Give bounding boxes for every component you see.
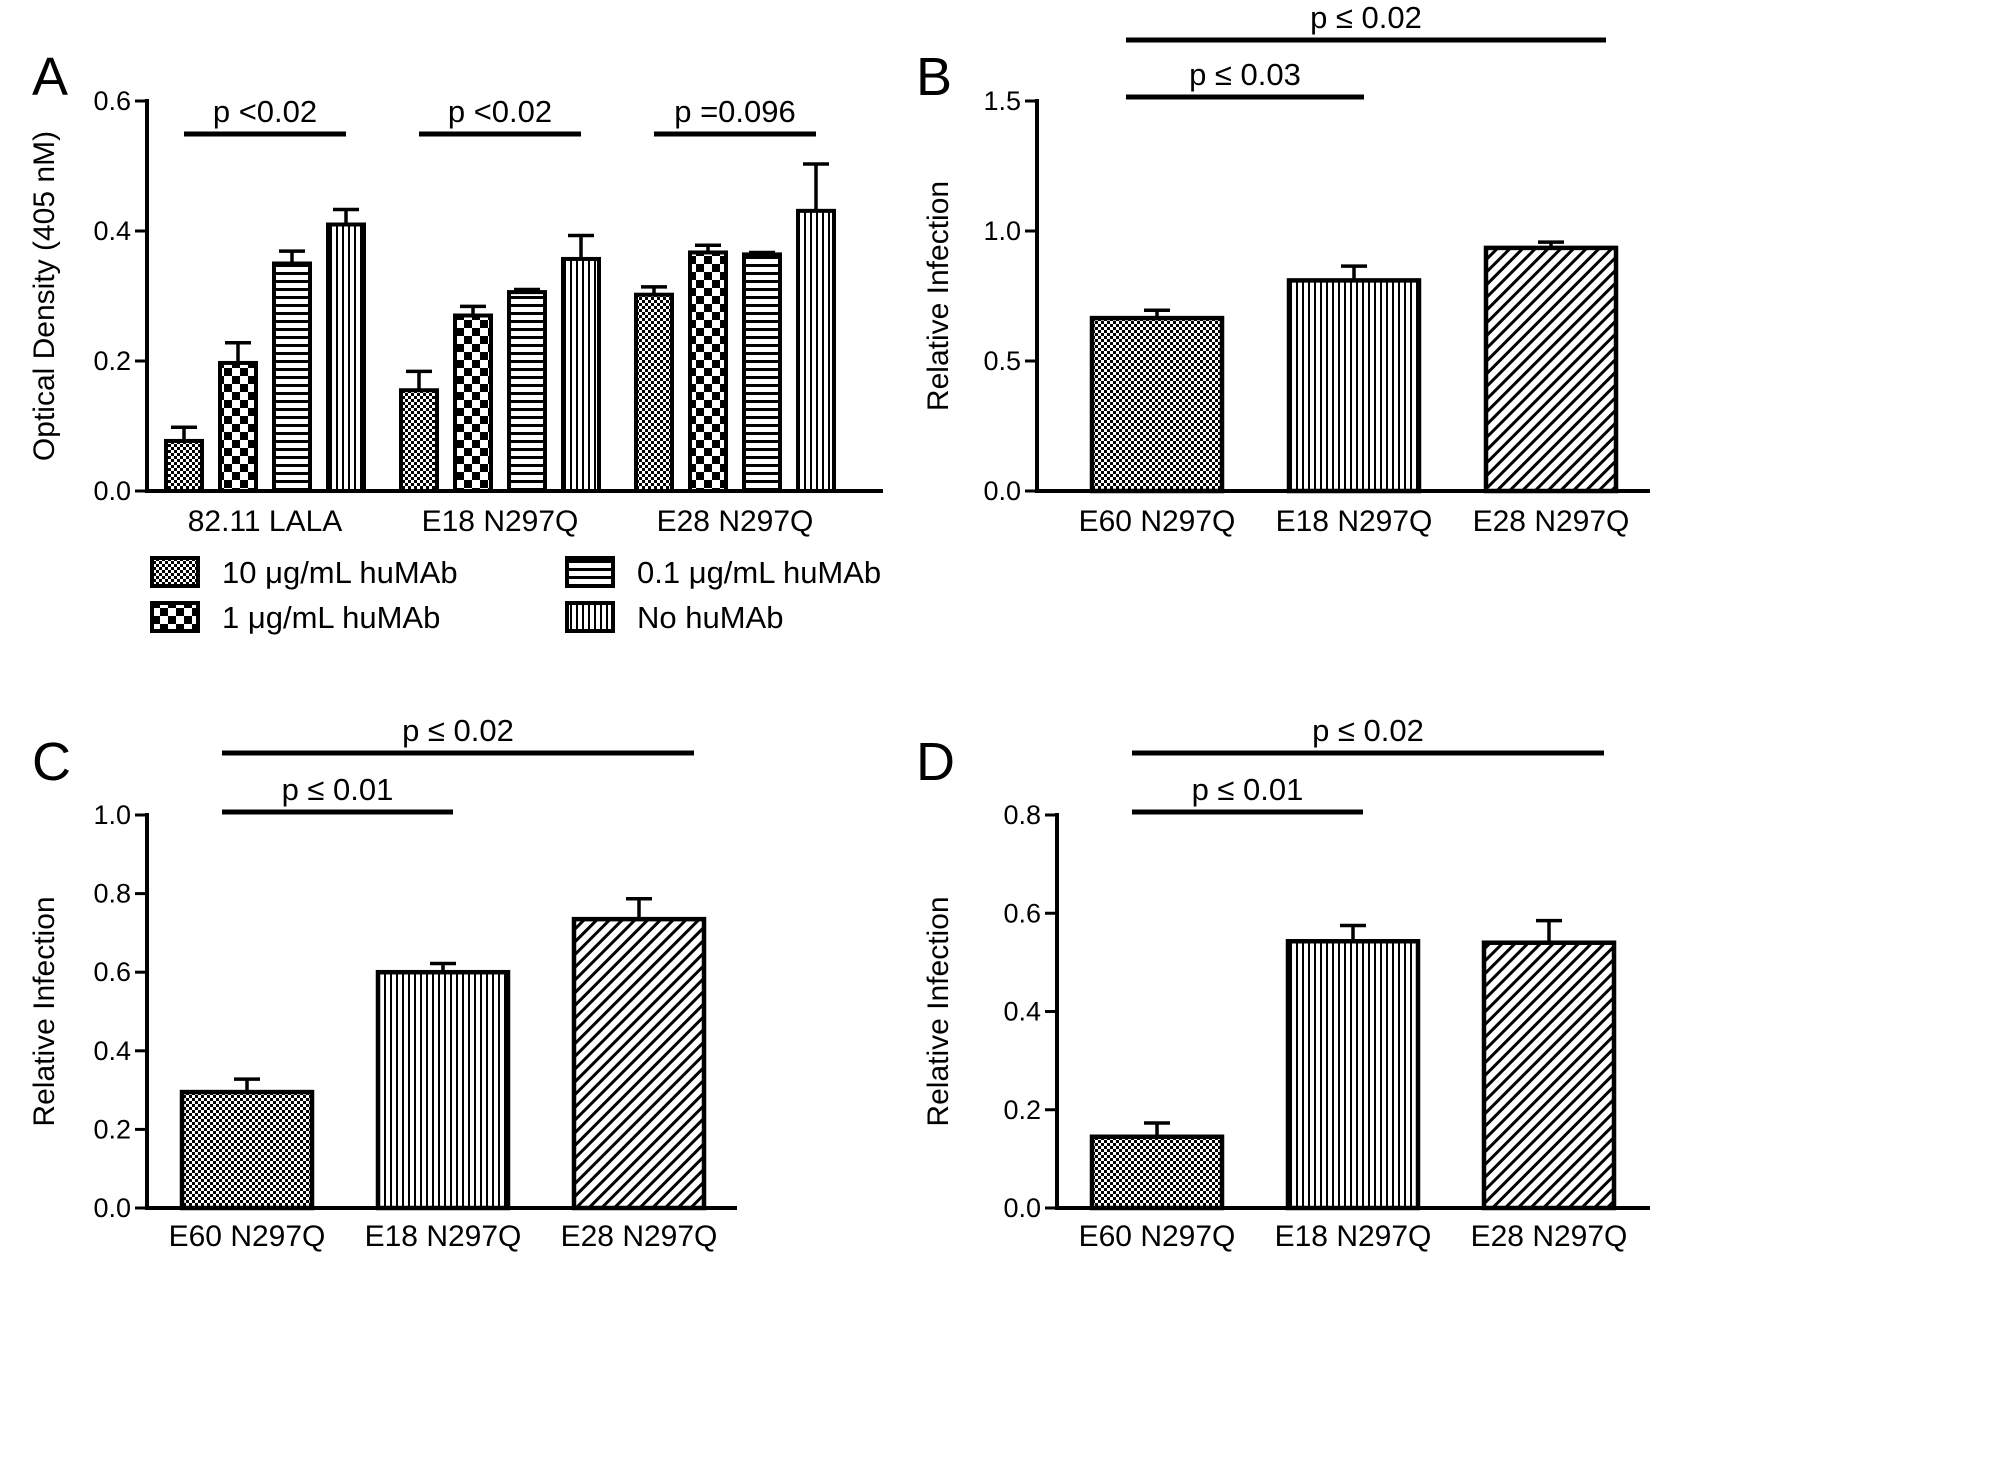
y-tick-label: 0.4 [93,1036,131,1066]
y-axis-title: Relative Infection [922,181,955,411]
y-axis-title: Relative Infection [28,896,61,1126]
y-tick-label: 0.0 [93,476,131,506]
legend-swatch [150,601,200,633]
bar [218,360,258,494]
significance-label: p ≤ 0.01 [1192,772,1304,807]
x-category-label: E18 N297Q [365,1220,522,1253]
bar [375,969,511,1211]
x-category-label: E28 N297Q [561,1220,718,1253]
significance-label: p =0.096 [674,94,796,129]
legend-label: 0.1 μg/mL huMAb [637,555,881,590]
bar [796,208,836,493]
significance-label: p ≤ 0.02 [402,713,514,748]
bar [453,313,493,493]
x-category-label: E18 N297Q [422,505,579,538]
bar [399,388,439,493]
bar [742,252,782,493]
panel-letter-c: C [32,732,71,792]
legend-label: 1 μg/mL huMAb [222,600,440,635]
y-tick-label: 0.2 [93,1114,131,1144]
significance-label: p <0.02 [213,94,317,129]
bar [1286,278,1422,494]
x-category-label: E60 N297Q [169,1220,326,1253]
legend: 10 μg/mL huMAb 1 μg/mL huMAb 0.1 μg/mL huM… [150,555,881,635]
chart-panel-b: 0.0 0.5 1.0 1.5 Relative Infection E60 N297Q E… [922,0,1650,538]
y-tick-label: 1.0 [93,800,131,830]
significance-label: p ≤ 0.02 [1312,713,1424,748]
y-tick-label: 0.6 [93,86,131,116]
x-category-label: E18 N297Q [1275,1220,1432,1253]
y-tick-label: 0.8 [1003,800,1041,830]
y-tick-label: 0.2 [1003,1095,1041,1125]
x-category-label: 82.11 LALA [188,505,343,538]
bar [634,292,674,494]
chart-panel-d: 0.0 0.2 0.4 0.6 0.8 Relative Infection E60 N29… [922,713,1650,1253]
y-tick-label: 0.2 [93,346,131,376]
bar [164,438,204,494]
x-category-label: E28 N297Q [657,505,814,538]
y-axis-title: Optical Density (405 nM) [28,131,61,461]
y-tick-label: 0.5 [983,346,1021,376]
legend-swatch [565,601,615,633]
y-tick-label: 0.6 [93,957,131,987]
chart-panel-a: 0.0 0.2 0.4 0.6 Optical Density (405 nM) 82.1… [28,86,883,538]
x-category-label: E60 N297Q [1079,1220,1236,1253]
bar [272,261,312,493]
legend-label: 10 μg/mL huMAb [222,555,458,590]
significance-label: p ≤ 0.02 [1310,0,1422,35]
bar [571,916,707,1211]
bar [561,256,601,494]
y-tick-label: 0.6 [1003,898,1041,928]
bar [688,250,728,493]
panel-letter-d: D [916,732,955,792]
y-tick-label: 0.4 [93,216,131,246]
significance-label: p <0.02 [448,94,552,129]
legend-swatch [565,556,615,588]
y-tick-label: 0.0 [1003,1193,1041,1223]
bar [1089,315,1225,494]
y-tick-label: 0.0 [983,476,1021,506]
bar [507,290,547,493]
y-tick-label: 1.0 [983,216,1021,246]
significance-label: p ≤ 0.01 [282,772,394,807]
panel-letter-b: B [916,47,952,107]
bar [1089,1134,1225,1211]
y-tick-label: 0.4 [1003,997,1041,1027]
legend-swatch [150,556,200,588]
x-category-label: E18 N297Q [1276,505,1433,538]
y-tick-label: 1.5 [983,86,1021,116]
x-category-label: E28 N297Q [1471,1220,1628,1253]
bar [1483,245,1619,494]
bar [1481,940,1617,1211]
significance-label: p ≤ 0.03 [1189,57,1301,92]
x-category-label: E28 N297Q [1473,505,1630,538]
y-tick-label: 0.8 [93,879,131,909]
bar [1285,939,1421,1211]
panel-letter-a: A [32,47,68,107]
x-category-label: E60 N297Q [1079,505,1236,538]
y-axis-title: Relative Infection [922,896,955,1126]
chart-panel-c: 0.0 0.2 0.4 0.6 0.8 1.0 Relative Infection E60 … [28,713,737,1253]
legend-label: No huMAb [637,600,783,635]
y-tick-label: 0.0 [93,1193,131,1223]
bar [179,1089,315,1211]
bar [326,222,366,493]
